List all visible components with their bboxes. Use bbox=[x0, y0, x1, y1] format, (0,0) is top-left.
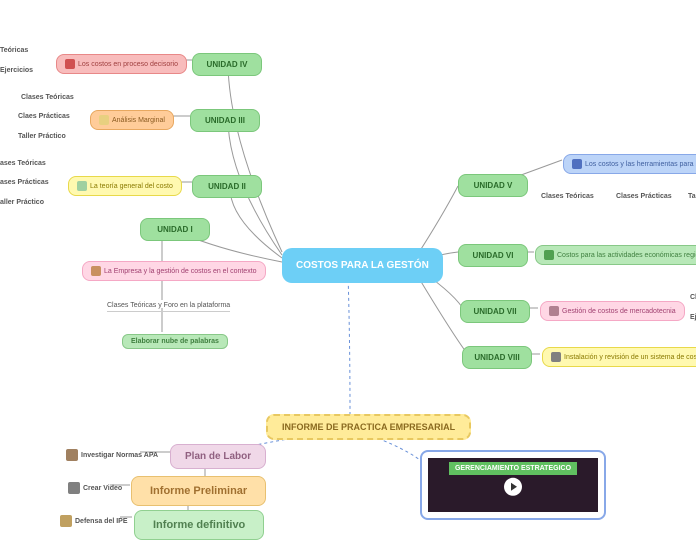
task-icon bbox=[68, 482, 80, 494]
plain-text-1: Ejercicios bbox=[0, 67, 33, 74]
topic-label: La Empresa y la gestión de costos en el … bbox=[104, 268, 257, 275]
task-label: Defensa del IPE bbox=[75, 518, 128, 525]
report-task-1[interactable]: Crear Video bbox=[68, 482, 122, 494]
topic-u4[interactable]: Los costos en proceso decisorio bbox=[56, 54, 187, 74]
unit-label: UNIDAD III bbox=[205, 116, 245, 125]
unit-label: UNIDAD V bbox=[474, 181, 513, 190]
topic-label: Los costos y las herramientas para la ge… bbox=[585, 161, 696, 168]
topic-icon bbox=[549, 306, 559, 316]
topic-icon bbox=[65, 59, 75, 69]
unit-label: UNIDAD VI bbox=[473, 251, 514, 260]
topic-icon bbox=[551, 352, 561, 362]
unit-node-4[interactable]: UNIDAD IV bbox=[192, 53, 262, 76]
topic-icon bbox=[572, 159, 582, 169]
topic-u2[interactable]: La teoría general del costo bbox=[68, 176, 182, 196]
topic-u3[interactable]: Análisis Marginal bbox=[90, 110, 174, 130]
topic-u7[interactable]: Gestión de costos de mercadotecnia bbox=[540, 301, 685, 321]
task-icon bbox=[60, 515, 72, 527]
topic-icon bbox=[99, 115, 109, 125]
unit-node-7[interactable]: UNIDAD VII bbox=[460, 300, 530, 323]
plain-text-0: Teóricas bbox=[0, 47, 28, 54]
topic-icon bbox=[91, 266, 101, 276]
plain-text-11: Cl bbox=[690, 294, 696, 301]
topic-u8[interactable]: Instalación y revisión de un sistema de … bbox=[542, 347, 696, 367]
topic-icon bbox=[77, 181, 87, 191]
report-label: INFORME DE PRACTICA EMPRESARIAL bbox=[282, 422, 455, 432]
topic-u1[interactable]: La Empresa y la gestión de costos en el … bbox=[82, 261, 266, 281]
topic-label: Instalación y revisión de un sistema de … bbox=[564, 354, 696, 361]
topic-label: Costos para las actividades económicas r… bbox=[557, 252, 696, 259]
plan-label: Plan de Labor bbox=[185, 451, 251, 462]
plain-text-10: Tall bbox=[688, 193, 696, 200]
plain-text-7: aller Práctico bbox=[0, 199, 44, 206]
topic-label: La teoría general del costo bbox=[90, 183, 173, 190]
report-task-2[interactable]: Defensa del IPE bbox=[60, 515, 128, 527]
topic-icon bbox=[544, 250, 554, 260]
plain-text-8: Clases Teóricas bbox=[541, 193, 594, 200]
plain-text-4: Taller Práctico bbox=[18, 133, 66, 140]
video-frame[interactable]: GERENCIAMIENTO ESTRATEGICO bbox=[420, 450, 606, 520]
plain-text-9: Clases Prácticas bbox=[616, 193, 672, 200]
unit-node-3[interactable]: UNIDAD III bbox=[190, 109, 260, 132]
plan-node[interactable]: Plan de Labor bbox=[170, 444, 266, 469]
topic-u5[interactable]: Los costos y las herramientas para la ge… bbox=[563, 154, 696, 174]
unit-label: UNIDAD IV bbox=[207, 60, 248, 69]
task-label: Crear Video bbox=[83, 485, 122, 492]
unit-label: UNIDAD VIII bbox=[474, 353, 519, 362]
topic-u1_task[interactable]: Elaborar nube de palabras bbox=[122, 334, 228, 349]
plain-text-5: ases Teóricas bbox=[0, 160, 46, 167]
defin-label: Informe definitivo bbox=[153, 519, 245, 531]
topic-label: Gestión de costos de mercadotecnia bbox=[562, 308, 676, 315]
unit-node-1[interactable]: UNIDAD I bbox=[140, 218, 210, 241]
topic-label: Análisis Marginal bbox=[112, 117, 165, 124]
plain-text-6: ases Prácticas bbox=[0, 179, 49, 186]
task-label: Investigar Normas APA bbox=[81, 452, 158, 459]
task-icon bbox=[66, 449, 78, 461]
unit-label: UNIDAD VII bbox=[473, 307, 516, 316]
video-title: GERENCIAMIENTO ESTRATEGICO bbox=[449, 462, 577, 475]
video-inner: GERENCIAMIENTO ESTRATEGICO bbox=[428, 458, 598, 512]
unit-label: UNIDAD II bbox=[208, 182, 246, 191]
prelim-node[interactable]: Informe Preliminar bbox=[131, 476, 266, 506]
unit-node-5[interactable]: UNIDAD V bbox=[458, 174, 528, 197]
play-icon[interactable] bbox=[504, 478, 522, 496]
center-label: COSTOS PARA LA GESTÓN bbox=[296, 260, 429, 271]
report-task-0[interactable]: Investigar Normas APA bbox=[66, 449, 158, 461]
unit-label: UNIDAD I bbox=[157, 225, 193, 234]
unit-node-8[interactable]: UNIDAD VIII bbox=[462, 346, 532, 369]
topic-u1_sub: Clases Teóricas y Foro en la plataforma bbox=[107, 302, 230, 312]
report-main[interactable]: INFORME DE PRACTICA EMPRESARIAL bbox=[266, 414, 471, 440]
unit-node-2[interactable]: UNIDAD II bbox=[192, 175, 262, 198]
defin-node[interactable]: Informe definitivo bbox=[134, 510, 264, 540]
topic-u6[interactable]: Costos para las actividades económicas r… bbox=[535, 245, 696, 265]
prelim-label: Informe Preliminar bbox=[150, 485, 247, 497]
plain-text-12: Ej bbox=[690, 314, 696, 321]
center-node[interactable]: COSTOS PARA LA GESTÓN bbox=[282, 248, 443, 283]
topic-label: Los costos en proceso decisorio bbox=[78, 61, 178, 68]
plain-text-3: Claes Prácticas bbox=[18, 113, 70, 120]
plain-text-2: Clases Teóricas bbox=[21, 94, 74, 101]
unit-node-6[interactable]: UNIDAD VI bbox=[458, 244, 528, 267]
